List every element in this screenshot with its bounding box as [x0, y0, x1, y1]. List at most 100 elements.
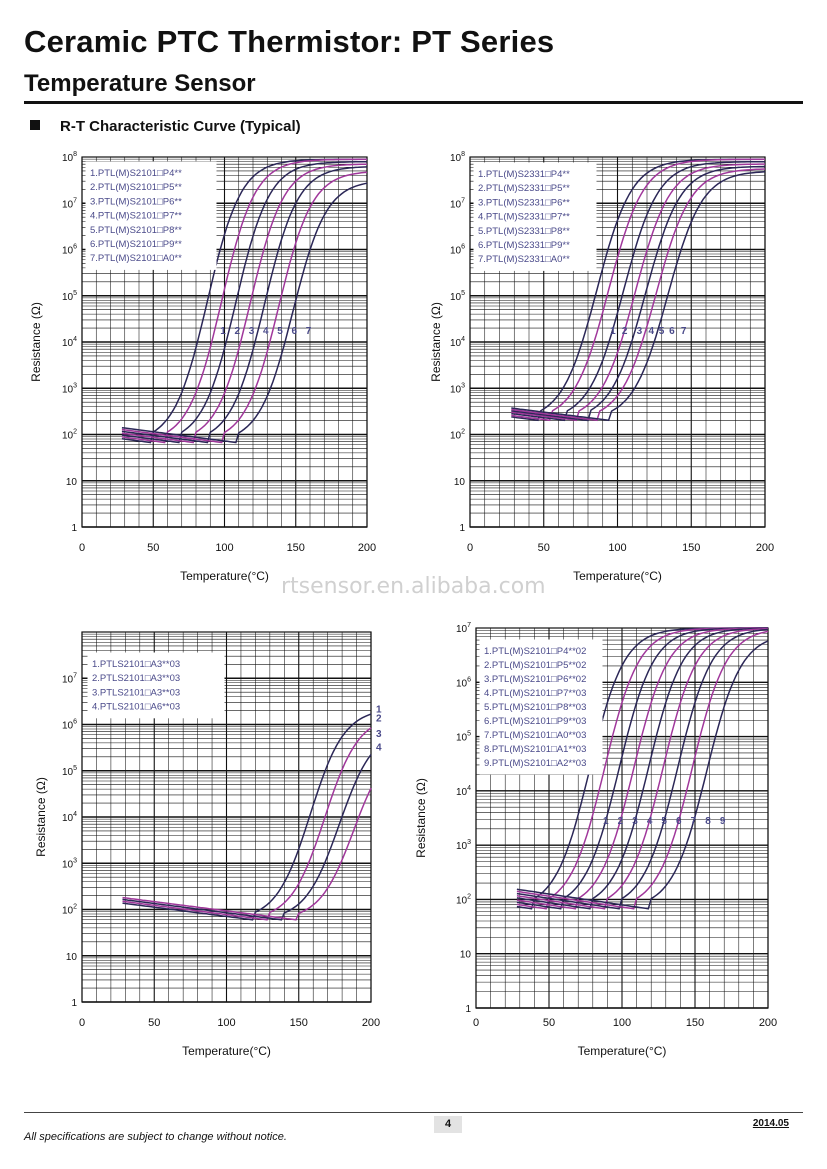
x-tick-label: 50 [538, 542, 550, 554]
legend-entry: 4.PTL(M)S2101□P7** [90, 211, 182, 222]
y-tick-label: 104 [450, 336, 465, 349]
publication-date: 2014.05 [752, 1118, 789, 1129]
plot-frame [475, 627, 769, 1009]
curve-label: 4 [648, 326, 654, 337]
x-tick-label: 50 [148, 1017, 160, 1029]
curve-label: 6 [676, 816, 682, 827]
curve-label: 3 [249, 326, 255, 337]
header-rule [24, 101, 803, 104]
x-axis-title: Temperature(°C) [578, 1044, 667, 1058]
series-5-line [516, 627, 768, 910]
x-tick-label: 200 [759, 1017, 777, 1029]
footer-rule [24, 1112, 803, 1113]
y-tick-label: 105 [62, 765, 77, 778]
y-tick-label: 102 [456, 893, 471, 906]
x-tick-label: 200 [756, 542, 774, 554]
y-tick-label: 1 [71, 523, 77, 534]
legend-entry: 6.PTL(M)S2101□P9**03 [484, 716, 586, 727]
y-tick-label: 107 [62, 197, 77, 210]
legend-entry: 9.PTL(M)S2101□A2**03 [484, 758, 586, 769]
y-axis-title: Resistance (Ω) [414, 778, 428, 858]
series-3-line [511, 160, 765, 422]
legend-entry: 7.PTL(M)S2101□A0**03 [484, 730, 586, 741]
series-5-line [121, 166, 368, 444]
y-tick-label: 104 [456, 785, 471, 798]
y-tick-label: 1 [465, 1004, 471, 1015]
curve-label: 7 [691, 816, 697, 827]
legend-entry: 6.PTL(M)S2331□P9** [478, 240, 570, 251]
y-axis-title: Resistance (Ω) [29, 302, 43, 382]
legend-entry: 1.PTLS2101□A3**03 [92, 659, 180, 670]
series-7-line [516, 628, 769, 910]
curve-label: 3 [376, 729, 382, 740]
y-tick-label: 10 [454, 477, 466, 488]
y-tick-label: 106 [62, 719, 77, 732]
page-number: 4 [434, 1116, 462, 1133]
legend-box [87, 652, 225, 719]
curve-label: 1 [376, 704, 382, 715]
x-tick-label: 200 [362, 1017, 380, 1029]
y-tick-label: 10 [66, 477, 78, 488]
legend-entry: 2.PTL(M)S2101□P5** [90, 182, 182, 193]
x-tick-label: 0 [79, 1017, 85, 1029]
series-6-line [516, 627, 769, 910]
legend-box [473, 162, 597, 271]
legend: 1.PTL(M)S2101□P4**02 2.PTL(M)S2101□P5**02… [479, 639, 603, 775]
x-tick-label: 150 [682, 542, 700, 554]
legend-entry: 3.PTL(M)S2101□P6**02 [484, 674, 586, 685]
legend-box [85, 161, 217, 270]
y-tick-label: 106 [62, 244, 77, 257]
plot-frame [81, 631, 372, 1003]
curve-label: 4 [376, 743, 382, 754]
y-tick-label: 1 [459, 523, 465, 534]
y-tick-label: 107 [62, 672, 77, 685]
watermark: rtsensor.en.alibaba.com [281, 574, 546, 599]
x-tick-label: 0 [473, 1017, 479, 1029]
page-subtitle: Temperature Sensor [24, 70, 256, 97]
series-6-line [511, 168, 766, 422]
curve-label: 4 [647, 816, 653, 827]
y-tick-label: 102 [62, 429, 77, 442]
y-tick-label: 103 [62, 382, 77, 395]
legend-entry: 7.PTL(M)S2331□A0** [478, 254, 570, 265]
y-tick-label: 105 [450, 290, 465, 303]
rt-chart-3: 12341.PTLS2101□A3**032.PTLS2101□A3**033.… [34, 631, 382, 1058]
section-heading: R-T Characteristic Curve (Typical) [30, 118, 301, 135]
y-tick-label: 104 [62, 336, 77, 349]
series-2-line [511, 158, 766, 422]
curve-label: 5 [661, 816, 667, 827]
x-axis-title: Temperature(°C) [182, 1044, 271, 1058]
y-tick-label: 108 [62, 151, 77, 164]
x-tick-label: 100 [217, 1017, 235, 1029]
series-8-line [516, 630, 769, 910]
curve-label: 5 [659, 326, 665, 337]
x-tick-label: 100 [215, 542, 233, 554]
legend-entry: 2.PTL(M)S2331□P5** [478, 183, 570, 194]
series-4-line [121, 163, 367, 444]
curve-label: 8 [705, 816, 711, 827]
legend-entry: 3.PTLS2101□A3**03 [92, 687, 180, 698]
y-tick-label: 102 [450, 429, 465, 442]
plot-frame [469, 156, 766, 528]
x-tick-label: 100 [613, 1017, 631, 1029]
footer-notice: All specifications are subject to change… [24, 1131, 287, 1143]
y-tick-label: 105 [456, 731, 471, 744]
curve-label: 7 [681, 326, 687, 337]
y-tick-label: 1 [71, 998, 77, 1009]
curve-label: 2 [376, 713, 382, 724]
legend-entry: 1.PTL(M)S2101□P4** [90, 168, 182, 179]
series-2-line [121, 158, 367, 444]
curve-label: 1 [220, 326, 226, 337]
y-tick-label: 102 [62, 904, 77, 917]
curve-label: 5 [277, 326, 283, 337]
x-tick-label: 0 [467, 542, 473, 554]
legend-entry: 4.PTL(M)S2331□P7** [478, 212, 570, 223]
y-tick-label: 107 [450, 197, 465, 210]
series-group [516, 627, 769, 910]
section-title: R-T Characteristic Curve (Typical) [60, 118, 301, 135]
legend-entry: 6.PTL(M)S2101□P9** [90, 239, 182, 250]
y-tick-label: 103 [456, 839, 471, 852]
x-tick-label: 150 [686, 1017, 704, 1029]
legend-entry: 5.PTL(M)S2331□P8** [478, 226, 570, 237]
legend-entry: 1.PTL(M)S2331□P4** [478, 169, 570, 180]
